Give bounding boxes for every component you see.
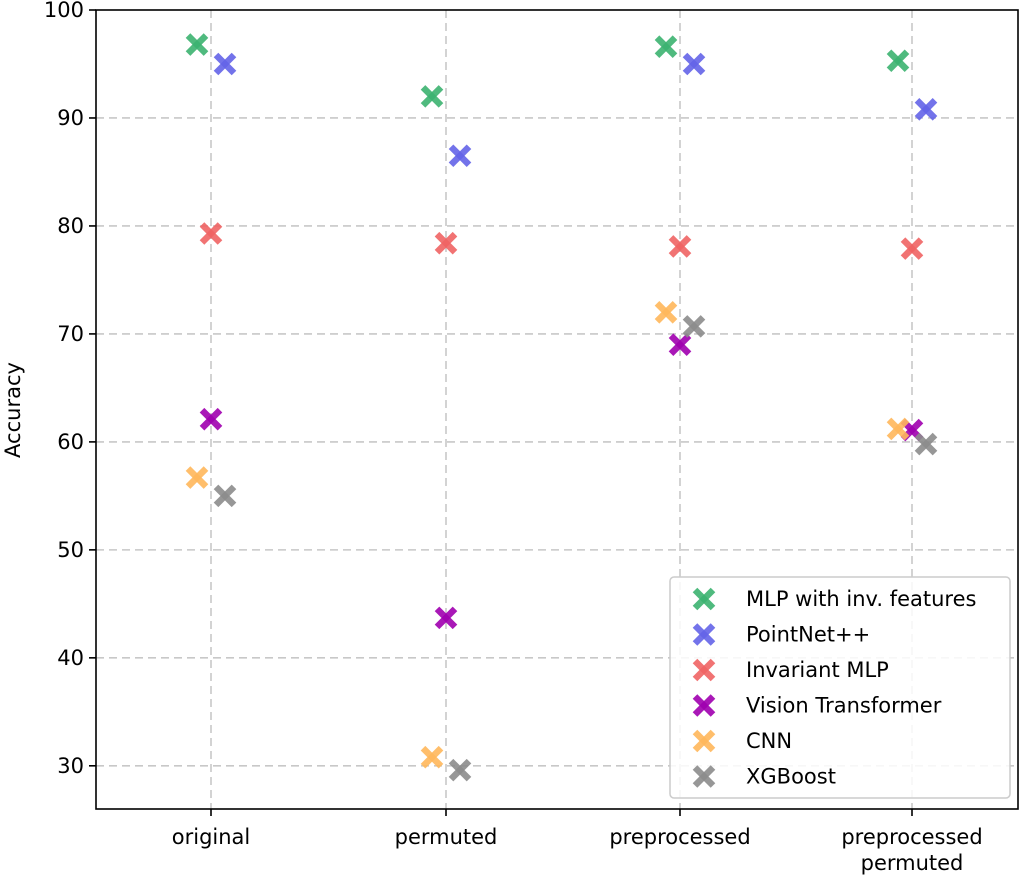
y-tick-label: 30 <box>57 754 84 778</box>
y-tick-label: 100 <box>44 0 84 22</box>
legend-marker <box>692 658 716 682</box>
legend-marker <box>692 623 716 646</box>
data-point-marker <box>886 49 910 73</box>
data-point-marker <box>420 745 444 769</box>
data-point-marker <box>185 466 209 489</box>
legend-marker <box>692 729 716 753</box>
x-tick-label: original <box>172 825 251 849</box>
y-tick-label: 70 <box>57 322 84 346</box>
legend: MLP with inv. features PointNet++ Invarian… <box>669 576 1011 799</box>
legend-marker <box>692 694 716 717</box>
y-tick-label: 40 <box>57 646 84 670</box>
y-tick-label: 60 <box>57 430 84 454</box>
data-point-marker <box>434 231 458 255</box>
data-point-marker <box>654 35 678 59</box>
y-axis-label: Accuracy <box>1 362 25 458</box>
data-point-marker <box>914 98 938 121</box>
data-point-marker <box>199 222 223 245</box>
y-tick-label: 90 <box>57 106 84 130</box>
data-point-marker <box>434 606 458 630</box>
legend-entry: Vision Transformer <box>746 694 942 718</box>
data-point-marker <box>900 237 924 260</box>
data-point-marker <box>199 407 223 431</box>
legend-box <box>669 576 1011 799</box>
data-point-marker <box>668 235 692 258</box>
x-tick-label: permuted <box>861 851 964 875</box>
data-point-marker <box>185 33 209 56</box>
data-point-marker <box>654 301 678 324</box>
plot-frame <box>95 9 1019 810</box>
y-tick-label: 80 <box>57 214 84 238</box>
legend-entry: MLP with inv. features <box>746 587 976 611</box>
x-tick-label: preprocessed <box>841 825 982 849</box>
data-point-marker <box>213 484 237 508</box>
data-point-marker <box>448 144 472 168</box>
legend-entry: Invariant MLP <box>746 658 889 682</box>
x-tick-label: preprocessed <box>609 825 750 849</box>
legend-marker <box>692 765 716 788</box>
y-tick-label: 50 <box>57 538 84 562</box>
x-tick-label: permuted <box>395 825 498 849</box>
data-point-marker <box>886 417 910 441</box>
data-point-marker <box>420 85 444 108</box>
legend-entry: CNN <box>746 729 792 753</box>
data-point-marker <box>682 52 706 76</box>
data-point-marker <box>668 333 692 357</box>
legend-entry: XGBoost <box>746 765 836 789</box>
data-point-marker <box>682 315 706 338</box>
data-points <box>185 33 938 782</box>
data-point-marker <box>914 432 938 456</box>
data-point-marker <box>213 52 237 76</box>
legend-marker <box>692 587 716 611</box>
legend-entry: PointNet++ <box>746 623 870 647</box>
data-point-marker <box>448 758 472 782</box>
